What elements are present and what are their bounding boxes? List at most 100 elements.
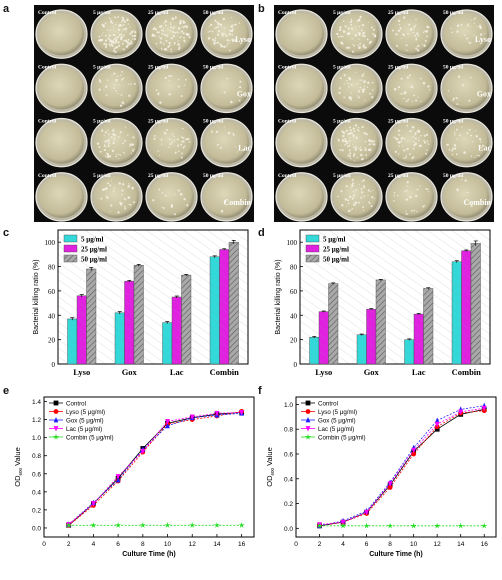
x-tick-label: 16: [238, 541, 246, 548]
bacterial-colony: [452, 97, 455, 100]
bacterial-colony: [161, 29, 163, 32]
bacterial-colony: [122, 28, 125, 31]
bacterial-colony: [221, 34, 224, 37]
bacterial-colony: [405, 100, 408, 103]
column-label: Control: [38, 64, 57, 70]
legend-label: 5 μg/ml: [81, 236, 103, 244]
bacterial-colony: [129, 26, 131, 28]
bacterial-colony: [207, 31, 209, 33]
bacterial-colony: [362, 45, 365, 48]
bacterial-colony: [226, 45, 228, 47]
bacterial-colony: [344, 138, 347, 140]
bacterial-colony: [103, 145, 106, 147]
x-tick-label: 12: [189, 541, 197, 548]
bacterial-colony: [360, 191, 364, 194]
bacterial-colony: [466, 37, 469, 40]
bacterial-colony: [364, 140, 367, 143]
bacterial-colony: [347, 199, 350, 202]
row-label: Lac: [478, 144, 491, 153]
legend-swatch: [305, 234, 320, 243]
panel-label-f: f: [258, 385, 262, 397]
bacterial-colony: [416, 49, 420, 52]
bacterial-colony: [176, 31, 179, 33]
bacterial-colony: [183, 21, 185, 23]
bacterial-colony: [348, 144, 351, 147]
bacterial-colony: [459, 134, 461, 136]
bacterial-colony: [234, 146, 237, 148]
bacterial-colony: [353, 146, 355, 149]
bacterial-colony: [402, 33, 404, 35]
bacterial-colony: [464, 34, 466, 36]
bacterial-colony: [348, 46, 351, 49]
bacterial-colony: [158, 36, 160, 38]
bacterial-colony: [132, 136, 135, 139]
data-point: [434, 522, 441, 529]
bacterial-colony: [120, 24, 123, 27]
column-label: 50 μg/ml: [203, 119, 224, 125]
bacterial-colony: [178, 40, 180, 42]
bacterial-colony: [121, 189, 124, 192]
bacterial-colony: [426, 140, 429, 143]
column-label: 25 μg/ml: [148, 119, 169, 125]
bacterial-colony: [351, 178, 354, 181]
bacterial-colony: [413, 140, 415, 143]
data-point: [305, 426, 311, 432]
bacterial-colony: [110, 204, 113, 207]
bacterial-colony: [183, 39, 186, 42]
bacterial-colony: [174, 31, 177, 34]
dish-agar: [444, 67, 489, 110]
bacterial-colony: [152, 199, 155, 202]
bacterial-colony: [411, 156, 414, 160]
bacterial-colony: [370, 205, 373, 208]
bacterial-colony: [346, 46, 349, 49]
bacterial-colony: [473, 22, 475, 24]
plot-frame: [43, 396, 255, 538]
y-tick-label: 1.2: [32, 417, 41, 424]
bacterial-colony: [398, 145, 400, 147]
bacterial-colony: [461, 126, 463, 128]
bacterial-colony: [108, 142, 111, 144]
bacterial-colony: [153, 137, 156, 140]
petri-dish: [440, 63, 493, 114]
bacterial-colony: [238, 99, 241, 102]
bacterial-colony: [480, 146, 483, 149]
bacterial-colony: [109, 44, 112, 47]
bacterial-colony: [350, 23, 353, 26]
bacterial-colony: [112, 33, 115, 37]
bacterial-colony: [171, 75, 173, 77]
bacterial-colony: [337, 195, 339, 198]
bacterial-colony: [178, 150, 180, 153]
bacterial-colony: [182, 32, 184, 34]
bacterial-colony: [413, 28, 416, 30]
bacterial-colony: [121, 70, 124, 73]
x-category-label: Lyso: [73, 367, 90, 377]
bacterial-colony: [469, 41, 472, 44]
dish-agar: [149, 13, 194, 56]
bacterial-colony: [352, 182, 354, 185]
bacterial-colony: [342, 30, 344, 32]
bacterial-colony: [355, 71, 357, 73]
bacterial-colony: [409, 153, 411, 155]
bacterial-colony: [371, 143, 374, 145]
bacterial-colony: [109, 40, 112, 43]
bacterial-colony: [122, 23, 125, 26]
bacterial-colony: [344, 25, 347, 28]
bacterial-colony: [216, 41, 220, 44]
data-point: [481, 405, 487, 412]
bacterial-colony: [105, 85, 108, 88]
bacterial-colony: [156, 31, 159, 34]
bacterial-colony: [420, 135, 422, 137]
bacterial-colony: [123, 18, 125, 20]
bacterial-colony: [228, 33, 231, 36]
bacterial-colony: [358, 31, 361, 35]
bacterial-colony: [119, 203, 123, 206]
bacterial-colony: [109, 29, 111, 32]
bacterial-colony: [122, 142, 125, 145]
dish-agar: [334, 67, 379, 110]
bacterial-colony: [402, 145, 404, 147]
bacterial-colony: [185, 25, 188, 28]
bacterial-colony: [452, 99, 455, 101]
bacterial-colony: [214, 37, 217, 40]
bacterial-colony: [365, 46, 367, 49]
